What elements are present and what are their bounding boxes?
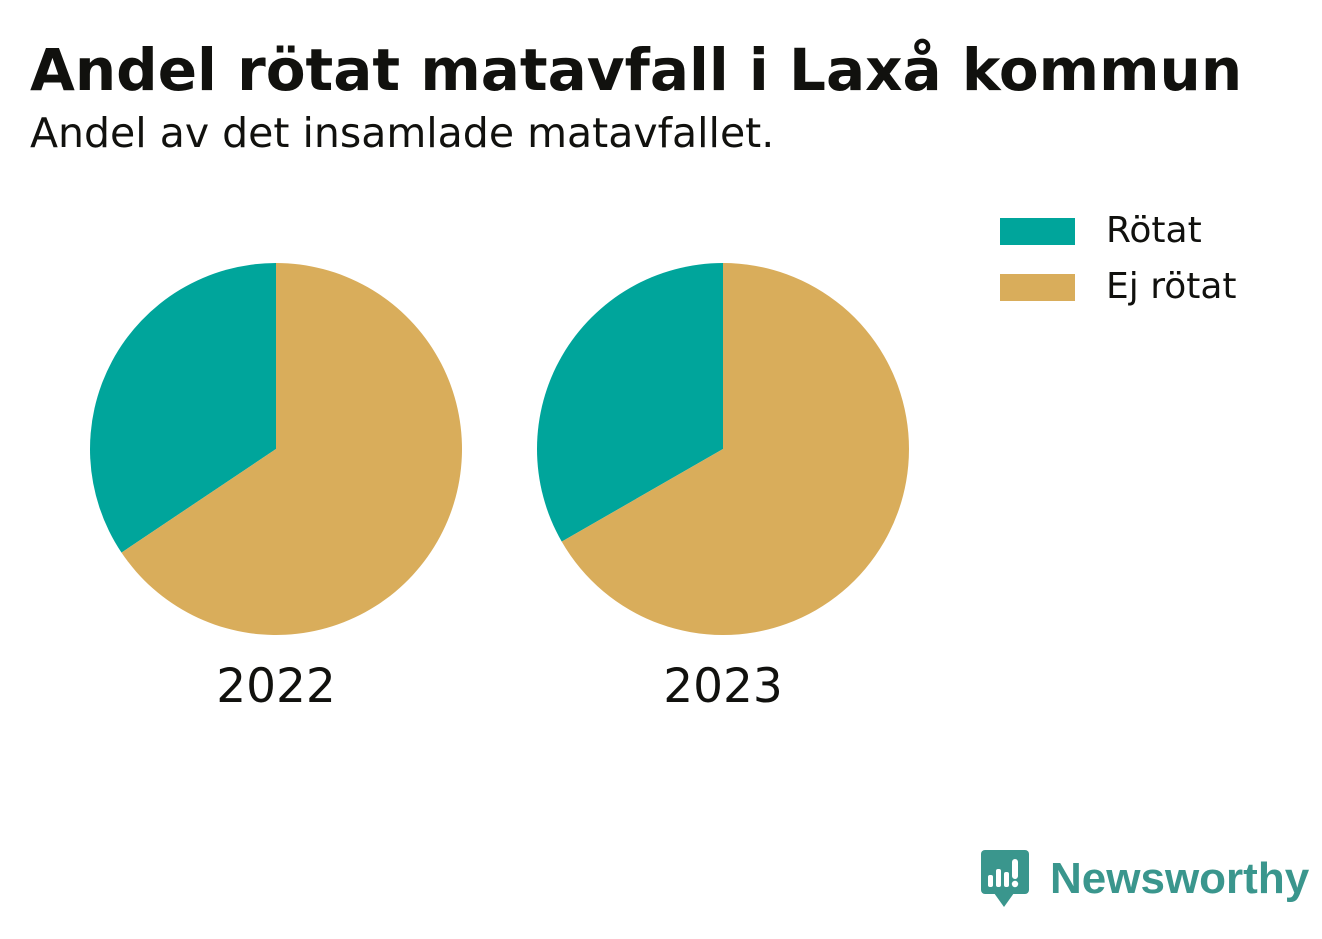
newsworthy-logo: Newsworthy [980, 849, 1309, 909]
legend-swatch-rotat [1000, 217, 1075, 245]
legend: Rötat Ej rötat [1000, 203, 1237, 315]
legend-label-rotat: Rötat [1106, 210, 1202, 251]
chart-subtitle: Andel av det insamlade matavfallet. [30, 109, 775, 157]
newsworthy-logo-icon [981, 850, 1029, 907]
pie-label-2022: 2022 [216, 659, 336, 714]
logo-text: Newsworthy [1050, 854, 1310, 903]
chart-title: Andel rötat matavfall i Laxå kommun [30, 36, 1243, 104]
pie-slice-2023-rotat [536, 263, 723, 542]
pie-2023 [536, 263, 909, 635]
pie-slice-2022-ej-rotat [121, 263, 463, 635]
legend-item-rotat: Rötat [1000, 203, 1237, 259]
legend-swatch-ej-rotat [1000, 273, 1075, 301]
legend-item-ej-rotat: Ej rötat [1000, 259, 1237, 315]
legend-label-ej-rotat: Ej rötat [1106, 266, 1237, 307]
pie-slice-2022-rotat [89, 263, 276, 553]
pie-label-2023: 2023 [663, 659, 783, 714]
pie-2022 [89, 263, 463, 635]
pie-slice-2023-ej-rotat [561, 263, 909, 635]
